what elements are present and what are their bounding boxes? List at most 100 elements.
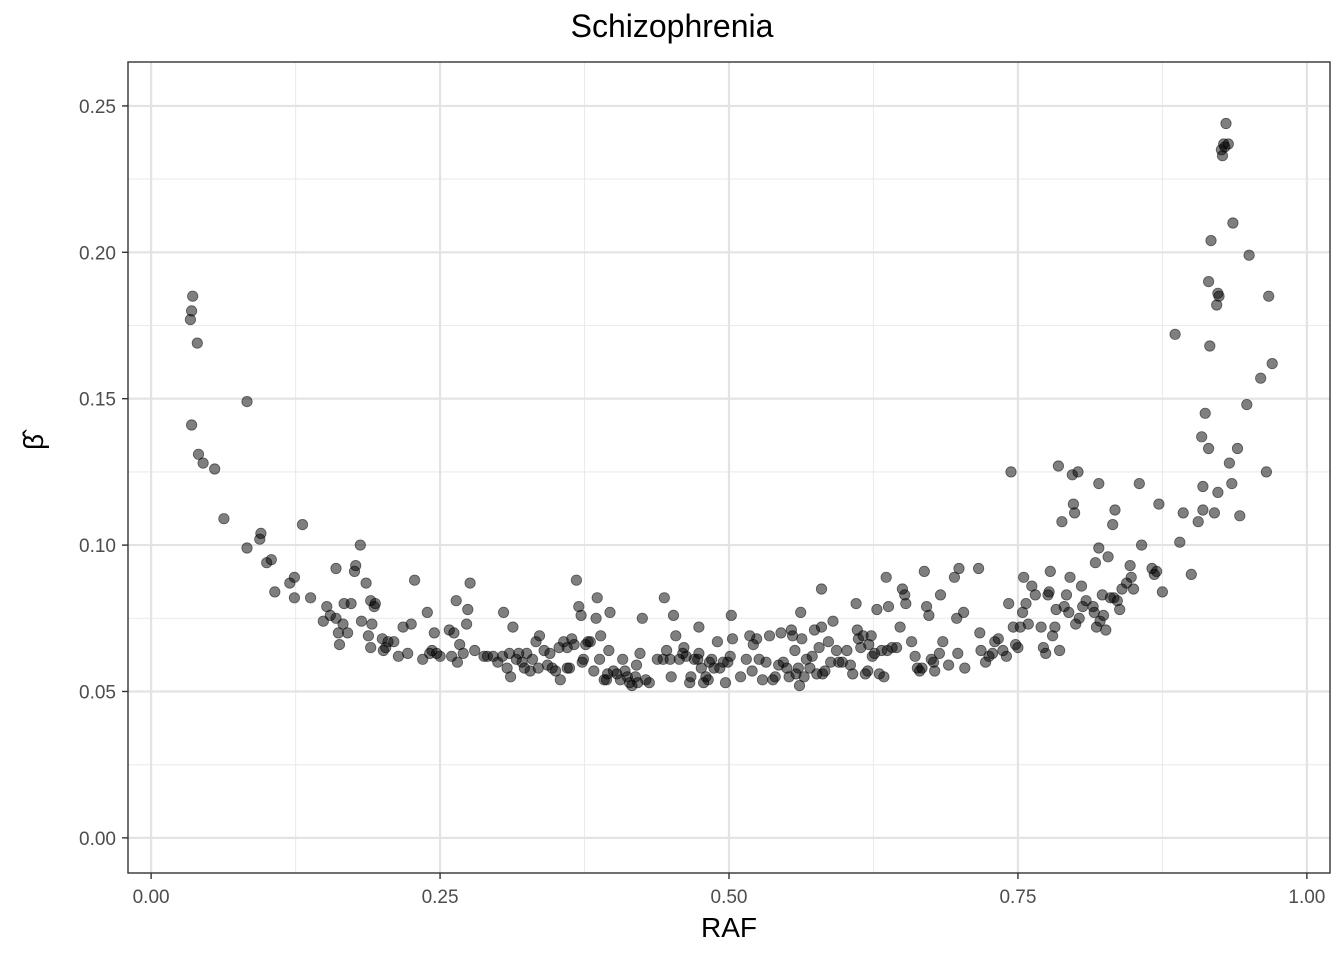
scatter-point — [1136, 539, 1148, 551]
scatter-point — [1109, 504, 1121, 516]
scatter-point — [1266, 357, 1278, 370]
scatter-point — [1174, 536, 1186, 548]
scatter-point — [428, 627, 440, 639]
scatter-point — [1100, 624, 1112, 636]
scatter-point — [1097, 609, 1110, 622]
scatter-point — [1127, 583, 1140, 595]
scatter-point — [1054, 644, 1066, 657]
scatter-point — [288, 571, 300, 583]
scatter-point — [952, 647, 964, 660]
scatter-point — [497, 606, 510, 619]
scatter-point — [341, 627, 354, 639]
scatter-point — [1192, 516, 1204, 528]
scatter-point — [1185, 568, 1197, 581]
scatter-point — [670, 630, 682, 642]
scatter-point — [469, 644, 481, 657]
scatter-point — [617, 653, 629, 665]
scatter-point — [1243, 249, 1255, 261]
scatter-point — [265, 554, 277, 566]
scatter-point — [405, 618, 417, 630]
scatter-point — [1020, 597, 1032, 610]
scatter-point — [1223, 457, 1236, 469]
scatter-point — [726, 633, 739, 645]
scatter-point — [992, 633, 1004, 645]
scatter-point — [1222, 138, 1234, 150]
scatter-point — [209, 463, 221, 475]
scatter-point — [974, 627, 986, 639]
scatter-point — [830, 644, 843, 657]
scatter-point — [192, 448, 205, 460]
scatter-point — [862, 665, 874, 677]
scatter-point — [187, 290, 199, 302]
scatter-point — [1022, 618, 1034, 630]
scatter-point — [667, 609, 680, 622]
scatter-point — [1075, 580, 1088, 592]
scatter-point — [421, 606, 433, 619]
scatter-point — [563, 662, 576, 674]
scatter-point — [1000, 650, 1013, 662]
scatter-point — [1255, 372, 1267, 384]
scatter-point — [464, 577, 476, 589]
y-tick-label: 0.10 — [79, 536, 116, 557]
scatter-point — [366, 618, 378, 630]
scatter-point — [504, 671, 517, 683]
scatter-point — [584, 636, 596, 648]
scatter-point — [460, 618, 473, 630]
scatter-point — [595, 630, 607, 642]
scatter-point — [1107, 518, 1119, 531]
scatter-point — [350, 559, 362, 572]
y-axis-ticks: 0.00 0.05 0.10 0.15 0.20 0.25 — [79, 97, 128, 850]
scatter-point — [1153, 498, 1165, 510]
scatter-point — [330, 562, 342, 575]
scatter-point — [975, 644, 987, 657]
scatter-point — [1064, 571, 1076, 583]
scatter-point — [604, 606, 616, 619]
scatter-point — [448, 627, 460, 639]
y-tick-label: 0.00 — [79, 829, 116, 850]
scatter-point — [1199, 407, 1211, 419]
scatter-point — [354, 539, 366, 551]
scatter-point — [1220, 117, 1232, 130]
scatter-point — [815, 621, 828, 633]
scatter-point — [815, 583, 828, 595]
scatter-point — [724, 650, 736, 662]
scatter-point — [365, 641, 377, 654]
scatter-point — [634, 647, 646, 660]
scatter-point — [806, 650, 818, 662]
scatter-point — [1093, 477, 1105, 490]
scatter-point — [1114, 603, 1126, 616]
scatter-point — [1205, 235, 1217, 247]
y-axis-label: β̂ — [18, 433, 49, 450]
scatter-point — [934, 589, 947, 601]
scatter-point — [796, 633, 808, 645]
x-tick-label: 0.75 — [999, 887, 1036, 908]
scatter-point — [1231, 442, 1244, 455]
scatter-point — [929, 665, 941, 677]
scatter-point — [711, 636, 724, 648]
scatter-point — [1203, 442, 1215, 455]
scatter-point — [1203, 275, 1215, 288]
scatter-point — [1197, 504, 1209, 516]
scatter-point — [959, 662, 971, 674]
scatter-point — [1213, 290, 1225, 302]
scatter-point — [880, 571, 892, 583]
x-axis-ticks: 0.00 0.25 0.50 0.75 1.00 — [133, 873, 1325, 908]
scatter-point — [798, 671, 810, 683]
scatter-point — [1125, 571, 1137, 583]
scatter-point — [269, 586, 281, 598]
scatter-point — [719, 677, 732, 689]
scatter-point — [1003, 597, 1015, 610]
scatter-point — [1263, 290, 1275, 302]
scatter-point — [819, 665, 831, 677]
scatter-point — [918, 565, 930, 578]
scatter-point — [1102, 551, 1114, 563]
scatter-point — [1060, 589, 1073, 601]
scatter-point — [304, 592, 317, 604]
scatter-point — [369, 597, 381, 610]
scatter-point — [197, 457, 209, 469]
scatter-point — [763, 630, 776, 642]
scatter-point — [658, 592, 670, 604]
scatter-point — [186, 305, 198, 317]
scatter-point — [751, 633, 763, 645]
